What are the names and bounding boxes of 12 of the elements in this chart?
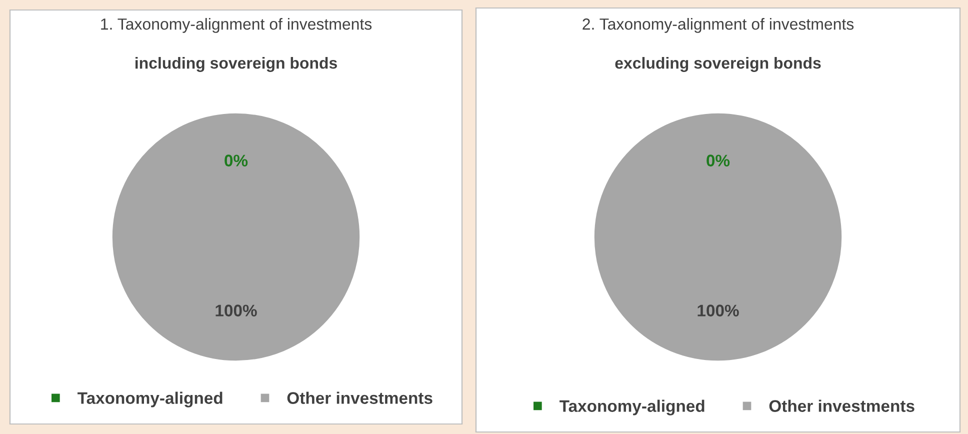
legend-label: Other investments (287, 392, 432, 404)
chart-title: 2. Taxonomy-alignment of investments (582, 18, 854, 33)
text: 0% (224, 154, 248, 166)
chart-title: 1. Taxonomy-alignment of investments (101, 18, 372, 33)
legend-label: Taxonomy-aligned (78, 392, 222, 408)
legend-label: Other investments (769, 400, 914, 412)
text: 0% (706, 154, 730, 166)
legend-label: Taxonomy-aligned (560, 400, 704, 416)
data-label: 100% (698, 304, 739, 316)
data-label: 100% (216, 304, 257, 316)
chart-subtitle: including sovereign bonds (136, 57, 337, 72)
chart-subtitle: excluding sovereign bonds (615, 57, 821, 72)
